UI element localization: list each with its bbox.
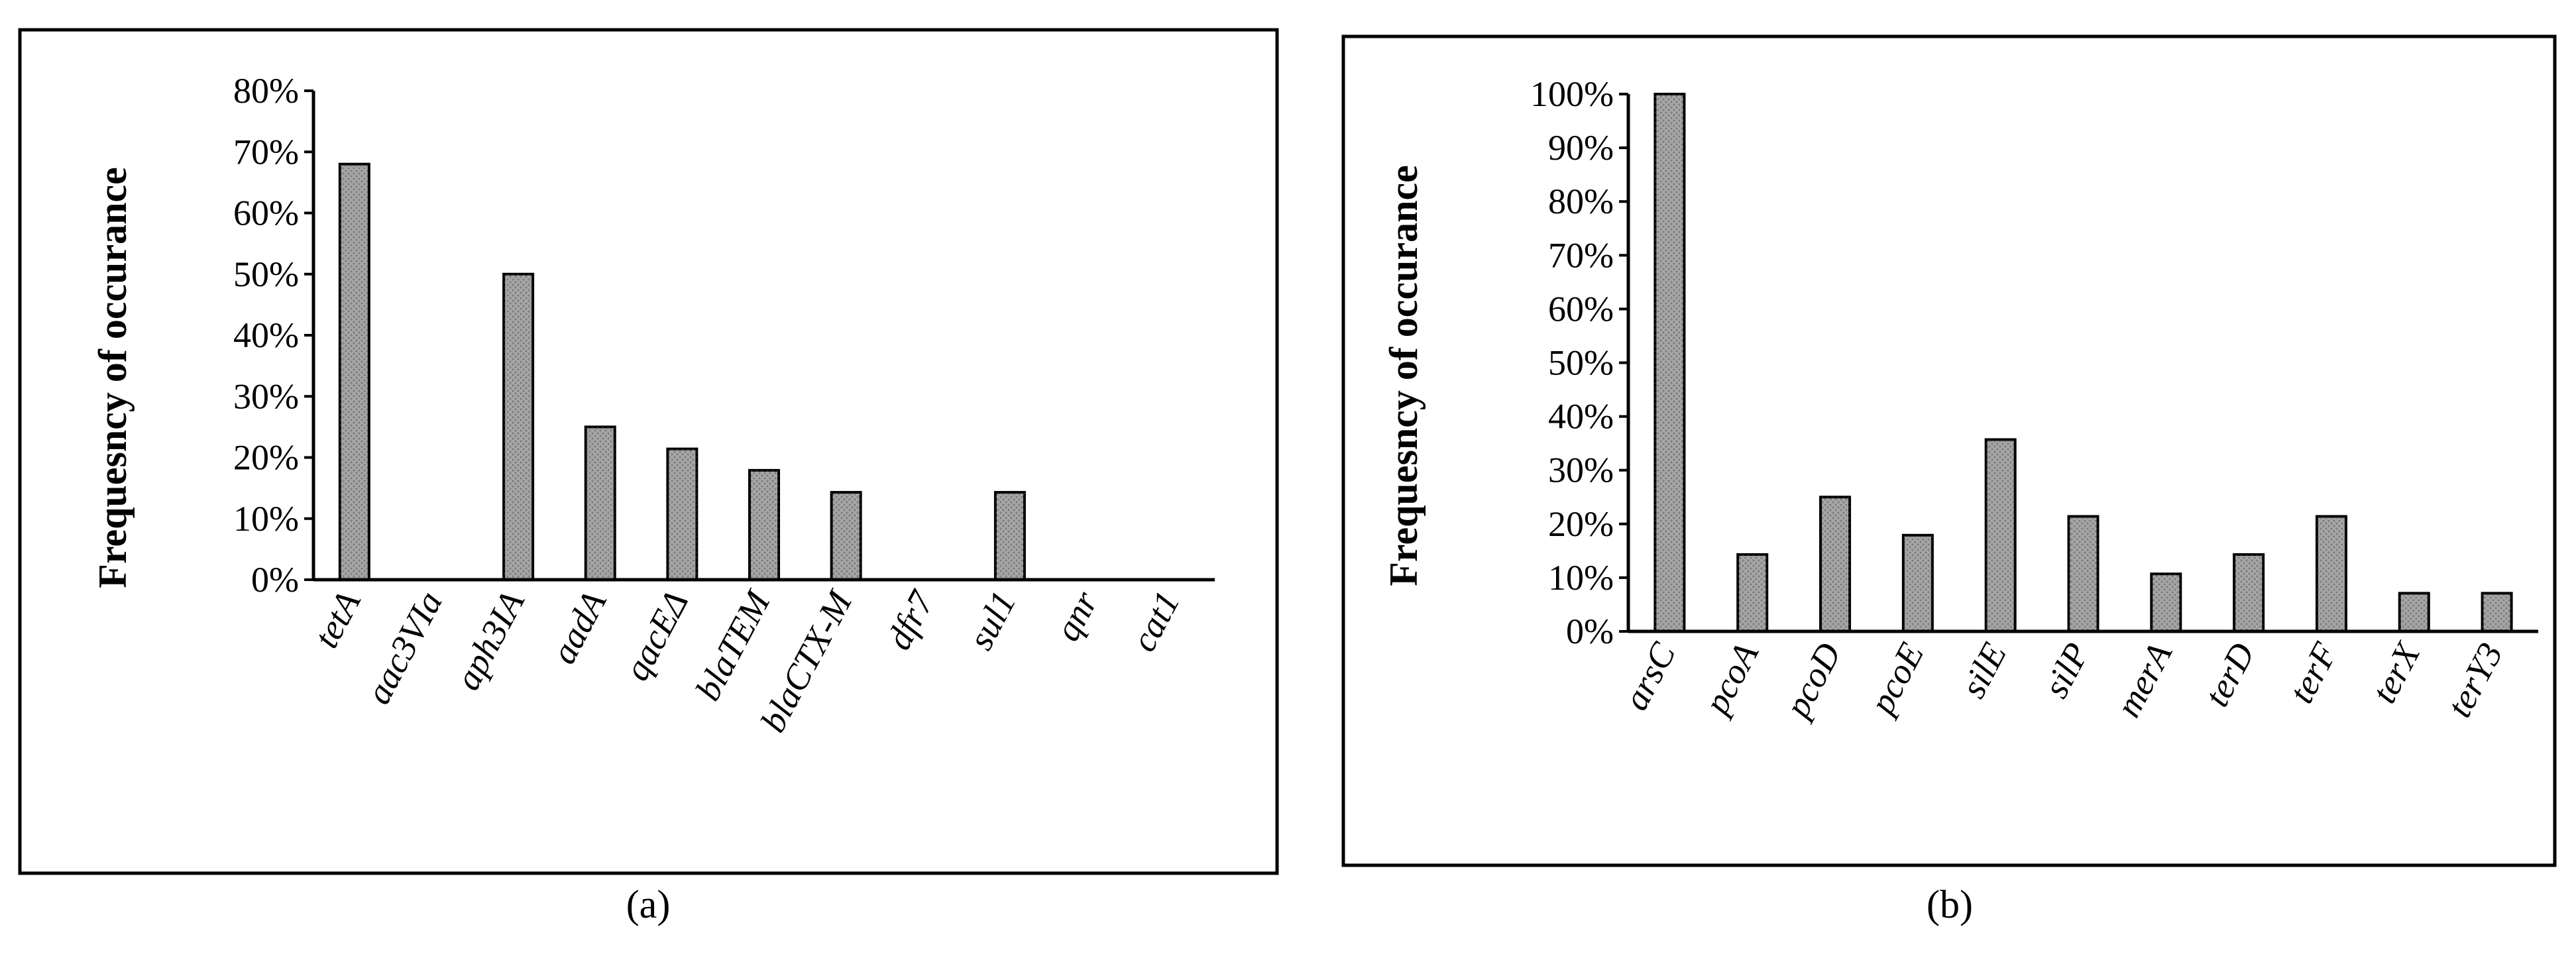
x-tick-label: tetA	[306, 584, 368, 655]
bar-texture	[1655, 94, 1685, 631]
x-tick-label: merA	[2108, 636, 2180, 723]
y-tick-label: 100%	[1530, 74, 1614, 114]
x-tick-label: pcoD	[1776, 636, 1849, 725]
y-axis-label: Frequesncy of occurance	[1382, 165, 1426, 586]
x-tick-label: aac3VIa	[358, 584, 450, 710]
y-tick-label: 10%	[233, 499, 299, 539]
y-tick-label: 80%	[1548, 182, 1614, 221]
x-tick-label: aph3IA	[447, 584, 532, 696]
x-tick-label: blaTEM	[688, 583, 779, 707]
x-tick-label: arsC	[1616, 636, 1684, 717]
y-tick-label: 20%	[233, 438, 299, 478]
bar-texture	[667, 449, 697, 580]
x-tick-label: silP	[2036, 636, 2097, 704]
x-tick-label: pcoE	[1861, 636, 1932, 722]
x-tick-label: qnr	[1047, 584, 1106, 647]
panel-frame	[1341, 34, 2557, 867]
y-tick-label: 10%	[1548, 558, 1614, 598]
y-tick-label: 60%	[233, 193, 299, 233]
bar-texture	[2068, 516, 2098, 631]
y-tick-label: 30%	[233, 376, 299, 416]
y-tick-label: 30%	[1548, 451, 1614, 490]
y-tick-label: 70%	[1548, 235, 1614, 275]
bar-texture	[504, 274, 533, 580]
x-tick-label: qacEΔ	[616, 584, 696, 686]
y-tick-label: 40%	[233, 315, 299, 355]
y-tick-label: 70%	[233, 132, 299, 172]
x-tick-label: pcoA	[1695, 636, 1766, 723]
bar-texture	[2399, 593, 2429, 631]
bar-texture	[831, 492, 861, 580]
y-tick-label: 50%	[1548, 343, 1614, 383]
y-tick-label: 80%	[233, 71, 299, 111]
y-tick-label: 90%	[1548, 128, 1614, 168]
bar-texture	[995, 492, 1025, 580]
bar-texture	[1738, 555, 1767, 631]
bar-texture	[2151, 574, 2181, 631]
panel-frame	[18, 28, 1279, 875]
bar-texture	[2482, 593, 2512, 631]
bar-texture	[1986, 439, 2015, 631]
x-tick-label: dfr7	[879, 584, 942, 656]
bar-texture	[1903, 535, 1932, 631]
bar-texture	[750, 470, 779, 580]
bar-texture	[339, 164, 369, 580]
y-tick-label: 20%	[1548, 504, 1614, 544]
x-tick-label: terF	[2281, 636, 2345, 710]
bar-texture	[1820, 497, 1850, 631]
x-tick-label: terX	[2364, 635, 2429, 710]
y-tick-label: 0%	[251, 560, 299, 600]
panel-label: (a)	[626, 882, 671, 926]
y-tick-label: 0%	[1566, 612, 1614, 651]
y-tick-label: 60%	[1548, 289, 1614, 329]
x-tick-label: sul1	[960, 584, 1023, 656]
bar-texture	[2316, 516, 2346, 631]
bar-texture	[585, 427, 615, 580]
y-axis-label: Frequesncy of occurance	[91, 167, 135, 588]
y-tick-label: 40%	[1548, 397, 1614, 437]
bar-texture	[2234, 555, 2264, 631]
x-tick-label: aadA	[543, 584, 614, 670]
x-tick-label: silE	[1953, 636, 2014, 704]
y-tick-label: 50%	[233, 254, 299, 294]
x-tick-label: terY3	[2439, 636, 2510, 723]
x-tick-label: terD	[2196, 636, 2262, 713]
x-tick-label: cat1	[1123, 584, 1188, 657]
panel-label: (b)	[1927, 882, 1973, 926]
